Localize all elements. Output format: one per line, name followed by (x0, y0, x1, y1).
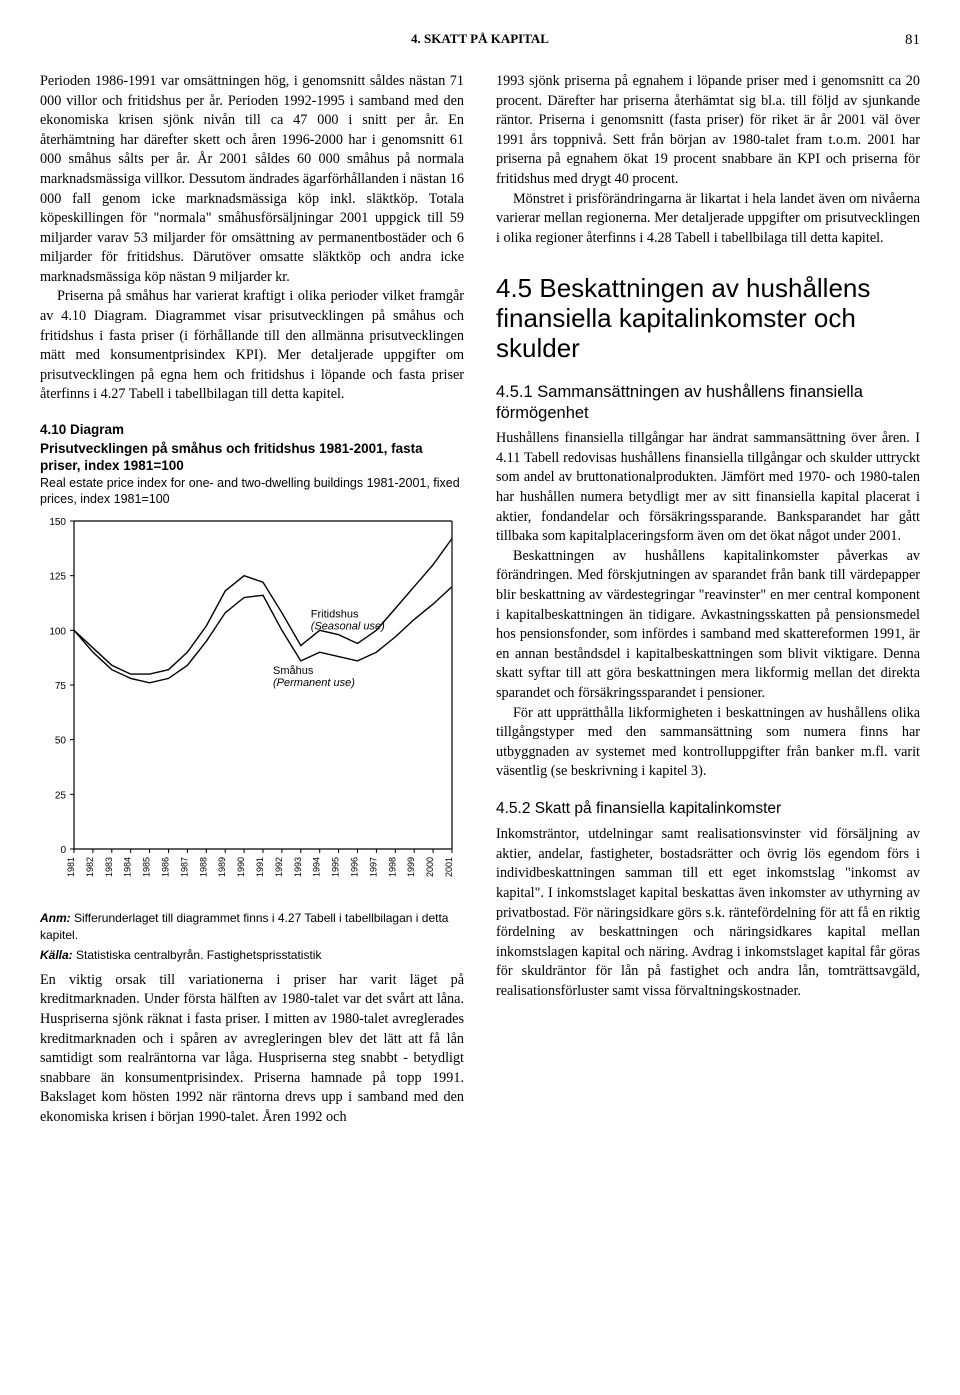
svg-text:100: 100 (49, 627, 66, 638)
svg-text:(Seasonal use): (Seasonal use) (311, 621, 385, 633)
chart-note-kalla-label: Källa: (40, 948, 73, 962)
left-paragraph-3: En viktig orsak till variationerna i pri… (40, 971, 464, 1128)
svg-text:1981: 1981 (66, 857, 76, 877)
left-column: Perioden 1986-1991 var omsättningen hög,… (40, 72, 464, 1128)
section-heading-4-5: 4.5 Beskattningen av hushållens finansie… (496, 274, 920, 364)
svg-text:1990: 1990 (236, 857, 246, 877)
chart-note-kalla-text: Statistiska centralbyrån. Fastighetspris… (73, 948, 322, 962)
chart-svg: 0 25 50 75 100 125 150 1981 1982 1983 1984 1985 1986… (40, 515, 460, 895)
right-paragraph-2: Mönstret i prisförändringarna är likarta… (496, 190, 920, 249)
right-sub1-p2: Beskattningen av hushållens kapitalinkom… (496, 547, 920, 704)
right-column: 1993 sjönk priserna på egnahem i löpande… (496, 72, 920, 1128)
svg-text:150: 150 (49, 517, 66, 528)
svg-text:1993: 1993 (293, 857, 303, 877)
chart-note-anm: Anm: Sifferunderlaget till diagrammet fi… (40, 910, 464, 942)
chart-note-kalla: Källa: Statistiska centralbyrån. Fastigh… (40, 947, 464, 963)
svg-text:1992: 1992 (274, 857, 284, 877)
svg-text:1986: 1986 (161, 857, 171, 877)
svg-text:0: 0 (60, 845, 66, 856)
page-header: 4. SKATT PÅ KAPITAL 81 (40, 30, 920, 48)
svg-text:(Permanent use): (Permanent use) (273, 677, 355, 689)
svg-text:1985: 1985 (142, 857, 152, 877)
left-paragraph-2: Priserna på småhus har varierat kraftigt… (40, 287, 464, 405)
svg-text:1987: 1987 (179, 857, 189, 877)
svg-text:1982: 1982 (85, 857, 95, 877)
svg-text:1984: 1984 (123, 857, 133, 877)
svg-text:1991: 1991 (255, 857, 265, 877)
svg-text:1999: 1999 (406, 857, 416, 877)
svg-text:2000: 2000 (425, 857, 435, 877)
diagram-title-sv: Prisutvecklingen på småhus och fritidshu… (40, 440, 464, 475)
svg-text:50: 50 (55, 736, 67, 747)
two-column-layout: Perioden 1986-1991 var omsättningen hög,… (40, 72, 920, 1128)
svg-text:2001: 2001 (444, 857, 454, 877)
svg-text:25: 25 (55, 791, 67, 802)
price-index-chart: 0 25 50 75 100 125 150 1981 1982 1983 1984 1985 1986… (40, 515, 464, 902)
svg-text:125: 125 (49, 572, 66, 583)
svg-text:Fritidshus: Fritidshus (311, 609, 359, 621)
svg-text:1996: 1996 (350, 857, 360, 877)
svg-text:1997: 1997 (368, 857, 378, 877)
svg-text:1983: 1983 (104, 857, 114, 877)
page-number: 81 (905, 30, 920, 51)
svg-text:1988: 1988 (198, 857, 208, 877)
right-sub2-p1: Inkomsträntor, utdelningar samt realisat… (496, 825, 920, 1001)
right-sub1-p3: För att upprätthålla likformigheten i be… (496, 704, 920, 782)
svg-text:1995: 1995 (331, 857, 341, 877)
right-sub1-p1: Hushållens finansiella tillgångar har än… (496, 429, 920, 547)
right-paragraph-1: 1993 sjönk priserna på egnahem i löpande… (496, 72, 920, 190)
svg-text:1989: 1989 (217, 857, 227, 877)
section-title: 4. SKATT PÅ KAPITAL (411, 31, 549, 46)
subsection-heading-4-5-2: 4.5.2 Skatt på finansiella kapitalinkoms… (496, 798, 920, 819)
svg-text:75: 75 (55, 681, 67, 692)
left-paragraph-1: Perioden 1986-1991 var omsättningen hög,… (40, 72, 464, 288)
chart-note-anm-text: Sifferunderlaget till diagrammet finns i… (40, 911, 448, 941)
svg-text:1998: 1998 (387, 857, 397, 877)
svg-text:Småhus: Småhus (273, 665, 314, 677)
diagram-label: 4.10 Diagram (40, 421, 464, 440)
diagram-title-en: Real estate price index for one- and two… (40, 475, 464, 508)
subsection-heading-4-5-1: 4.5.1 Sammansättningen av hushållens fin… (496, 382, 920, 423)
svg-text:1994: 1994 (312, 857, 322, 877)
chart-note-anm-label: Anm: (40, 911, 71, 925)
